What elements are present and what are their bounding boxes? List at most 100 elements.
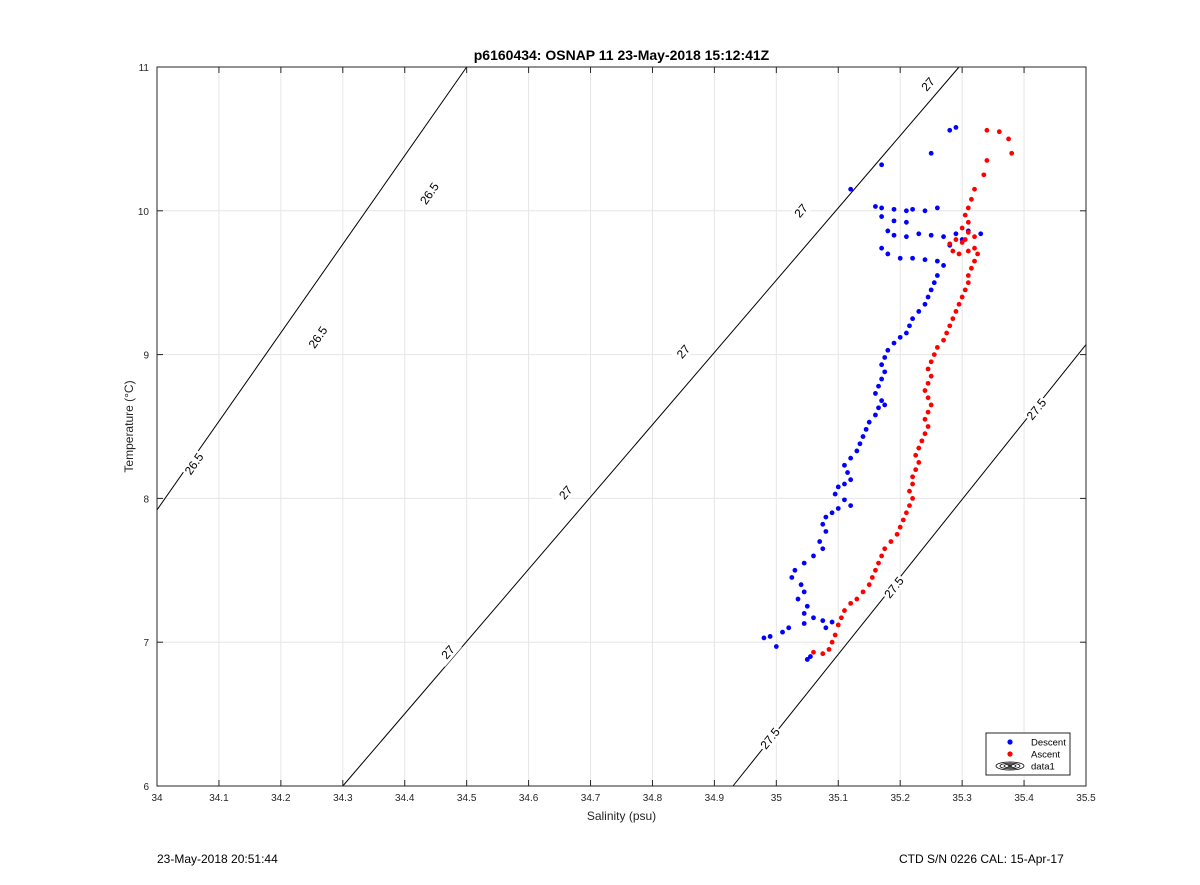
ascent-point bbox=[962, 237, 968, 242]
ascent-point bbox=[953, 237, 959, 242]
x-tick-label: 34.1 bbox=[209, 793, 229, 804]
x-tick-label: 34 bbox=[151, 793, 163, 804]
x-tick-label: 34.4 bbox=[395, 793, 415, 804]
descent-point bbox=[842, 497, 847, 503]
ascent-point bbox=[910, 481, 915, 487]
descent-point bbox=[820, 546, 826, 552]
descent-point bbox=[885, 228, 891, 234]
descent-point bbox=[795, 596, 801, 602]
ascent-point bbox=[947, 323, 953, 329]
footer-calibration: CTD S/N 0226 CAL: 15-Apr-17 bbox=[899, 852, 1064, 866]
descent-point bbox=[873, 412, 878, 418]
descent-point bbox=[903, 330, 909, 336]
legend-marker bbox=[1007, 739, 1013, 745]
contour-label-bg bbox=[180, 449, 208, 479]
ascent-point bbox=[910, 474, 915, 480]
descent-point bbox=[857, 441, 863, 447]
descent-point bbox=[832, 491, 838, 497]
descent-point bbox=[891, 218, 897, 224]
descent-point bbox=[804, 603, 810, 609]
descent-point bbox=[807, 654, 813, 659]
descent-point bbox=[873, 204, 878, 209]
ascent-point bbox=[907, 488, 912, 494]
ascent-point bbox=[854, 596, 860, 602]
ascent-point bbox=[959, 294, 965, 300]
y-tick-label: 8 bbox=[143, 494, 149, 505]
descent-point bbox=[953, 124, 959, 130]
ascent-point bbox=[984, 158, 990, 163]
descent-point bbox=[879, 162, 885, 168]
descent-point bbox=[820, 521, 826, 527]
descent-point bbox=[882, 355, 888, 360]
descent-point bbox=[842, 462, 847, 468]
x-axis-label: Salinity (psu) bbox=[587, 809, 656, 823]
ascent-point bbox=[907, 503, 912, 508]
descent-point bbox=[780, 629, 785, 635]
descent-point bbox=[829, 619, 835, 625]
legend-contour-icon bbox=[1003, 763, 1017, 769]
descent-point bbox=[804, 657, 810, 662]
ascent-point bbox=[925, 424, 931, 429]
ascent-point bbox=[965, 219, 971, 225]
ascent-point bbox=[972, 234, 977, 240]
descent-point bbox=[931, 280, 937, 286]
ascent-point bbox=[811, 649, 816, 655]
ascent-point bbox=[925, 395, 931, 401]
x-tick-label: 34.9 bbox=[705, 793, 725, 804]
ascent-point bbox=[969, 196, 974, 202]
descent-point bbox=[928, 150, 934, 156]
descent-point bbox=[879, 214, 885, 219]
ascent-point bbox=[860, 589, 866, 595]
descent-point bbox=[848, 186, 854, 192]
axes-box bbox=[156, 66, 1087, 787]
descent-point bbox=[801, 560, 807, 566]
contour-label-bg bbox=[880, 573, 908, 603]
ascent-point bbox=[947, 241, 953, 247]
ascent-point bbox=[934, 345, 940, 350]
y-tick-label: 9 bbox=[143, 351, 149, 362]
descent-point bbox=[876, 383, 881, 389]
ascent-point bbox=[944, 330, 950, 336]
x-tick-label: 35.2 bbox=[890, 793, 910, 804]
descent-point bbox=[879, 245, 885, 251]
ascent-point bbox=[842, 608, 847, 613]
descent-point bbox=[947, 127, 953, 133]
ascent-point bbox=[873, 567, 878, 573]
descent-point bbox=[801, 589, 807, 595]
y-tick-label: 11 bbox=[139, 63, 150, 74]
descent-point bbox=[907, 323, 912, 329]
descent-point bbox=[885, 347, 891, 353]
ascent-point bbox=[965, 248, 971, 254]
axis-ticks: 34 34.1 34.2 34.3 34.4 34.5 34.6 34.7 34.8 34.9 35… bbox=[138, 63, 1096, 804]
descent-point bbox=[773, 644, 779, 649]
legend-contour-icon bbox=[995, 761, 1025, 771]
ascent-point bbox=[829, 639, 835, 645]
ascent-point bbox=[959, 240, 965, 245]
ascent-point bbox=[965, 229, 971, 235]
x-tick-label: 34.7 bbox=[581, 793, 601, 804]
descent-point bbox=[801, 611, 807, 616]
descent-point bbox=[767, 634, 773, 639]
descent-point bbox=[953, 231, 959, 237]
x-tick-label: 35.3 bbox=[952, 793, 972, 804]
footer-timestamp: 23-May-2018 20:51:44 bbox=[157, 852, 278, 866]
ascent-point bbox=[950, 248, 956, 254]
descent-point bbox=[882, 369, 888, 375]
ascent-point bbox=[832, 632, 838, 638]
ascent-point bbox=[922, 431, 928, 437]
x-tick-label: 34.8 bbox=[643, 793, 663, 804]
descent-point bbox=[761, 635, 767, 641]
contour-line bbox=[342, 66, 960, 787]
ascent-point bbox=[838, 615, 844, 621]
x-tick-label: 34.3 bbox=[333, 793, 353, 804]
descent-point bbox=[879, 376, 885, 382]
y-tick-label: 10 bbox=[138, 207, 150, 218]
descent-point bbox=[820, 618, 826, 624]
descent-point bbox=[910, 206, 915, 212]
ascent-point bbox=[835, 622, 841, 628]
descent-point bbox=[848, 503, 854, 508]
x-tick-label: 35.1 bbox=[829, 793, 849, 804]
descent-point bbox=[792, 567, 798, 573]
